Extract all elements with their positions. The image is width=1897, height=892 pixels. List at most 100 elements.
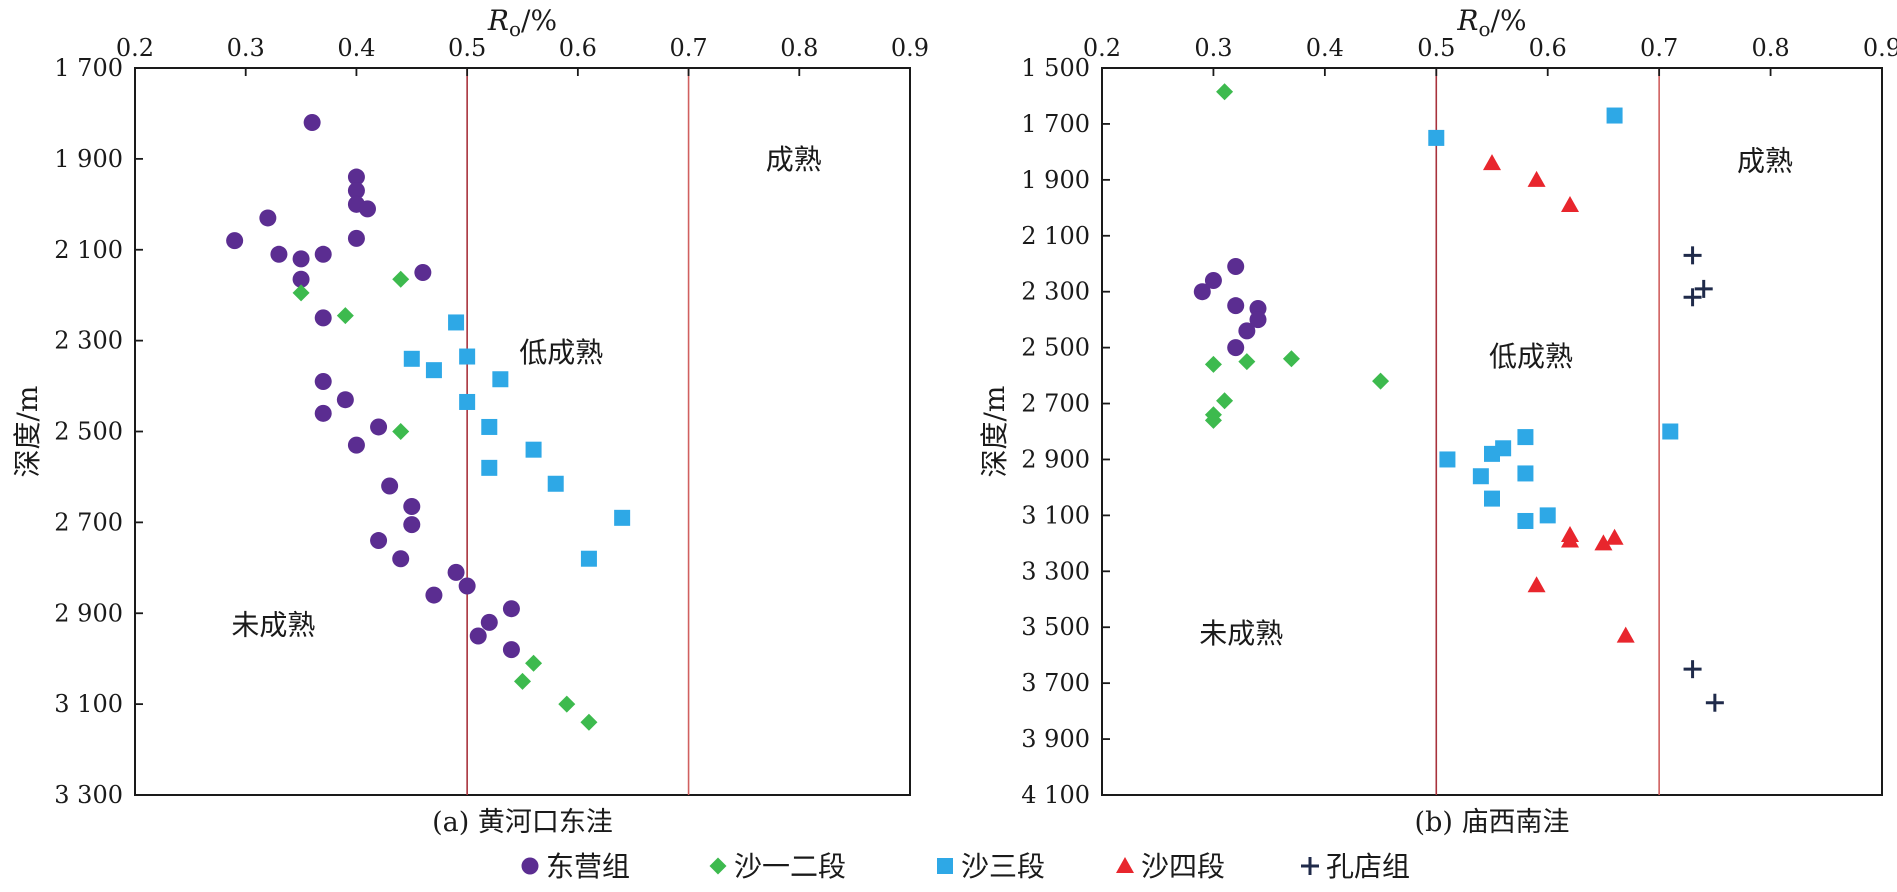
data-point: [1561, 196, 1579, 212]
legend-label: 孔店组: [1326, 850, 1410, 883]
panel-b-chart: 0.2 0.3 0.4 0.5 0.6 0.7 0.8 0.91 5001 7001 9002…: [978, 4, 1897, 838]
y-tick-label: 1 700: [1021, 110, 1090, 138]
data-point: [558, 696, 575, 713]
data-point: [370, 532, 387, 549]
y-tick-label: 1 900: [54, 145, 123, 173]
data-point: [1517, 513, 1533, 529]
data-point: [425, 587, 442, 604]
legend-marker: [522, 858, 539, 875]
x-tick-label: 0.6: [559, 34, 597, 62]
x-tick-label: 0.4: [1306, 34, 1344, 62]
data-point: [492, 371, 508, 387]
data-point: [503, 600, 520, 617]
data-point: [514, 673, 531, 690]
data-point: [481, 460, 497, 476]
data-point: [392, 423, 409, 440]
y-tick-label: 3 300: [1021, 557, 1090, 585]
region-label: 未成熟: [231, 609, 315, 642]
data-point: [1484, 491, 1500, 507]
data-point: [1238, 353, 1255, 370]
y-tick-label: 2 100: [54, 236, 123, 264]
data-point: [315, 373, 332, 390]
y-tick-label: 2 100: [1021, 222, 1090, 250]
legend-marker: [1301, 857, 1319, 875]
data-point: [1695, 280, 1713, 298]
series-沙四段: [1483, 154, 1635, 643]
data-point: [1227, 258, 1244, 275]
legend-item: 孔店组: [1301, 850, 1410, 883]
data-point: [1216, 83, 1233, 100]
y-tick-label: 3 500: [1021, 613, 1090, 641]
x-tick-label: 0.9: [1863, 34, 1897, 62]
legend-item: 沙三段: [937, 850, 1045, 883]
series-沙三段: [1428, 108, 1678, 529]
legend-label: 沙一二段: [734, 850, 846, 883]
data-point: [1706, 694, 1724, 712]
data-point: [1227, 297, 1244, 314]
data-point: [293, 284, 310, 301]
legend-item: 沙四段: [1116, 850, 1225, 883]
panel-a-chart: 0.2 0.3 0.4 0.5 0.6 0.7 0.8 0.9 1 700 1 900 2 100 2…: [11, 4, 929, 838]
data-point: [1606, 529, 1624, 545]
data-point: [381, 478, 398, 495]
legend: 东营组 沙一二段 沙三段 沙四段 孔店组: [522, 850, 1411, 883]
y-tick-label: 3 300: [54, 781, 123, 809]
region-label: 成熟: [1737, 144, 1793, 177]
data-point: [1684, 288, 1702, 306]
x-tick-label: 0.8: [780, 34, 818, 62]
legend-item: 沙一二段: [710, 850, 847, 883]
data-point: [481, 419, 497, 435]
y-tick-label: 1 500: [1021, 54, 1090, 82]
panel-caption: (b) 庙西南洼: [1415, 807, 1570, 838]
series-东营组: [1194, 258, 1267, 356]
data-point: [304, 114, 321, 131]
y-tick-label: 4 100: [1021, 781, 1090, 809]
data-point: [392, 271, 409, 288]
data-point: [1607, 108, 1623, 124]
y-tick-label: 3 100: [1021, 501, 1090, 529]
x-tick-label: 0.7: [669, 34, 707, 62]
data-point: [481, 614, 498, 631]
data-point: [1617, 627, 1635, 643]
data-point: [1372, 373, 1389, 390]
y-tick-label: 3 900: [1021, 725, 1090, 753]
region-label: 低成熟: [1489, 340, 1573, 373]
region-label: 成熟: [766, 143, 822, 176]
y-tick-label: 3 100: [54, 690, 123, 718]
data-point: [459, 394, 475, 410]
data-point: [259, 209, 276, 226]
data-point: [1428, 130, 1444, 146]
y-axis-label: 深度/m: [11, 386, 44, 478]
data-point: [337, 307, 354, 324]
data-point: [426, 362, 442, 378]
legend-label: 沙四段: [1141, 850, 1225, 883]
data-point: [459, 349, 475, 365]
series-孔店组: [1684, 246, 1724, 711]
data-point: [315, 246, 332, 263]
data-point: [580, 714, 597, 731]
y-tick-label: 2 900: [54, 599, 123, 627]
series-沙一二段: [1205, 83, 1389, 429]
data-point: [1238, 322, 1255, 339]
legend-marker: [937, 858, 953, 874]
data-point: [470, 627, 487, 644]
data-point: [526, 442, 542, 458]
data-point: [1540, 507, 1556, 523]
data-point: [348, 230, 365, 247]
data-point: [1227, 339, 1244, 356]
data-point: [315, 309, 332, 326]
data-point: [1439, 451, 1455, 467]
y-tick-label: 2 500: [54, 418, 123, 446]
y-tick-label: 3 700: [1021, 669, 1090, 697]
x-tick-label: 0.3: [227, 34, 265, 62]
data-point: [392, 550, 409, 567]
x-tick-label: 0.9: [891, 34, 929, 62]
data-point: [1483, 154, 1501, 170]
data-point: [1216, 392, 1233, 409]
legend-label: 沙三段: [961, 850, 1045, 883]
data-point: [581, 551, 597, 567]
x-tick-label: 0.3: [1194, 34, 1232, 62]
y-tick-label: 2 700: [1021, 390, 1090, 418]
data-point: [459, 577, 476, 594]
data-point: [1283, 350, 1300, 367]
